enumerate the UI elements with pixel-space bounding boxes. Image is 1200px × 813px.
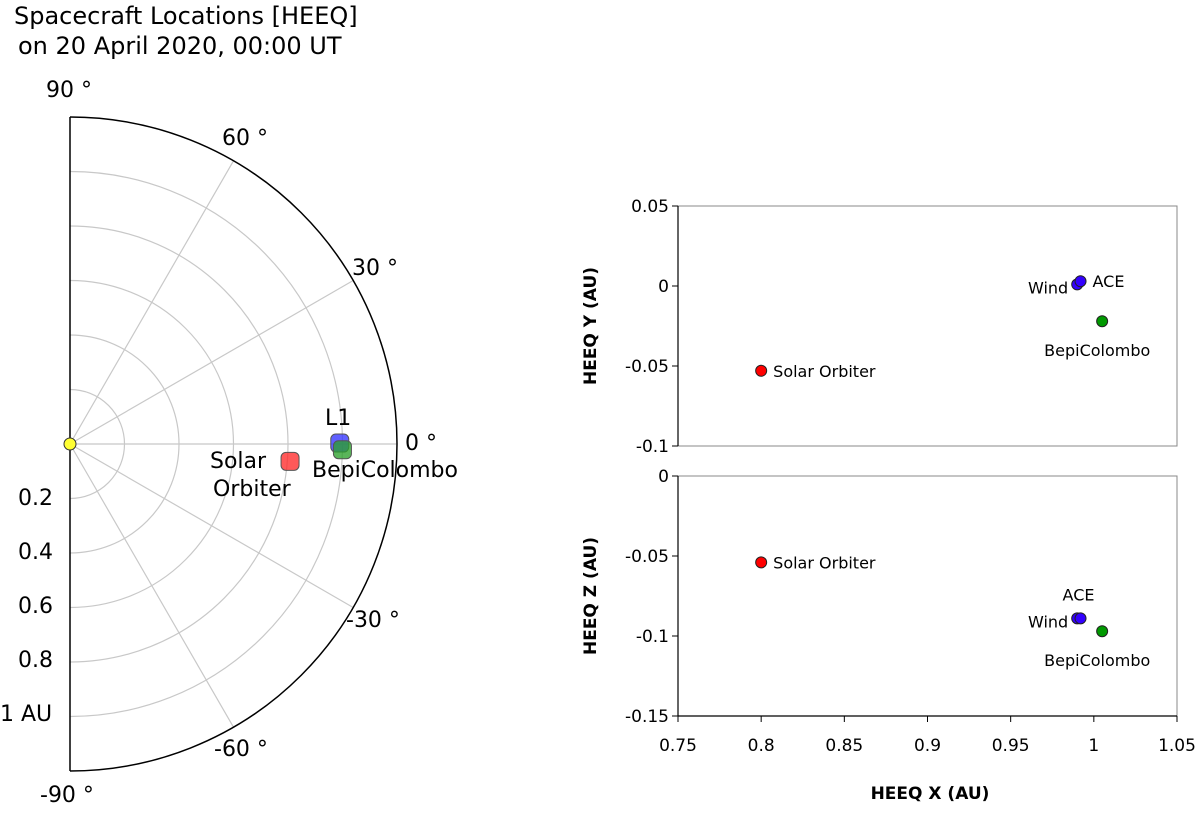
- y-tick-label: 0: [658, 277, 669, 297]
- scatter-point-label: Solar Orbiter: [773, 362, 876, 381]
- polar-radial-label: 0.6: [18, 594, 53, 619]
- polar-title-line1: Spacecraft Locations [HEEQ]: [14, 2, 358, 30]
- polar-grid-spoke: [69, 443, 235, 728]
- polar-angle-label: 0 °: [405, 431, 437, 456]
- polar-grid-spoke: [69, 160, 235, 445]
- scatter-point: [1074, 612, 1087, 625]
- scatter-point: [755, 556, 768, 569]
- x-tick-label: 0.8: [748, 736, 775, 756]
- y-tick-label: -0.15: [625, 707, 669, 727]
- y-tick-label: -0.05: [625, 547, 669, 567]
- polar-angle-label: 90 °: [46, 78, 92, 103]
- polar-angle-label: -90 °: [40, 783, 94, 808]
- x-tick-label: 0.9: [914, 736, 941, 756]
- x-tick-label: 1.05: [1158, 736, 1196, 756]
- polar-radial-label: 0.2: [18, 486, 53, 511]
- polar-point-label: Solar: [210, 449, 267, 474]
- polar-point: [332, 440, 352, 460]
- scatter-point-label: ACE: [1093, 272, 1125, 291]
- polar-point-label: L1: [325, 406, 351, 431]
- scatter-point-label: BepiColombo: [1044, 341, 1150, 360]
- polar-title-line2: on 20 April 2020, 00:00 UT: [18, 32, 342, 60]
- scatter-point-label: Wind: [1028, 612, 1068, 631]
- polar-point-label: BepiColombo: [312, 458, 458, 483]
- polar-point: [280, 451, 300, 471]
- scatter-point-label: Solar Orbiter: [773, 553, 876, 572]
- polar-radial-label: 0.4: [18, 540, 53, 565]
- xy-ylabel: HEEQ Y (AU): [581, 267, 601, 385]
- plot-frame: [677, 475, 1178, 717]
- x-tick-label: 0.95: [992, 736, 1030, 756]
- xz-ylabel: HEEQ Z (AU): [581, 537, 601, 655]
- polar-grid-spoke: [69, 279, 354, 445]
- y-tick-label: -0.1: [636, 437, 669, 457]
- y-tick-label: -0.1: [636, 627, 669, 647]
- polar-grid-spoke: [69, 443, 354, 609]
- scatter-point: [1074, 275, 1087, 288]
- xy-panel: 0.05 0 -0.05 -0.1 Solar Orbiter Wind ACE BepiCo…: [625, 197, 1178, 457]
- polar-angle-label: 60 °: [222, 126, 268, 151]
- scatter-point: [755, 364, 768, 377]
- scatter-point-label: Wind: [1028, 278, 1068, 297]
- xz-xlabel: HEEQ X (AU): [871, 784, 990, 804]
- polar-angle-label: -60 °: [214, 737, 268, 762]
- polar-outer-arc: [69, 116, 398, 772]
- scatter-point: [1096, 625, 1109, 638]
- x-tick-label: 0.85: [825, 736, 863, 756]
- polar-radial-label: 0.8: [18, 648, 53, 673]
- scatter-point: [1096, 315, 1109, 328]
- y-tick-label: 0: [658, 467, 669, 487]
- polar-angle-label: 30 °: [352, 256, 398, 281]
- polar-radial-label: 1 AU: [0, 702, 52, 727]
- scatter-point-label: BepiColombo: [1044, 651, 1150, 670]
- polar-angle-label: -30 °: [346, 608, 400, 633]
- x-tick-label: 1: [1088, 736, 1099, 756]
- polar-chart: 90 ° 60 ° 30 ° 0 ° -30 ° -60 ° -90 ° 0.2 0.4 0.6 0…: [0, 78, 458, 808]
- x-tick-label: 0.75: [659, 736, 697, 756]
- y-tick-label: 0.05: [631, 197, 669, 217]
- y-tick-label: -0.05: [625, 357, 669, 377]
- scatter-point-label: ACE: [1063, 585, 1095, 604]
- xz-panel: 0 -0.05 -0.1 -0.15 0.75 0.8 0.85 0.9 0.95 1 1.05 So…: [625, 467, 1196, 756]
- sun-marker: [63, 437, 77, 451]
- polar-point-label: Orbiter: [213, 477, 292, 502]
